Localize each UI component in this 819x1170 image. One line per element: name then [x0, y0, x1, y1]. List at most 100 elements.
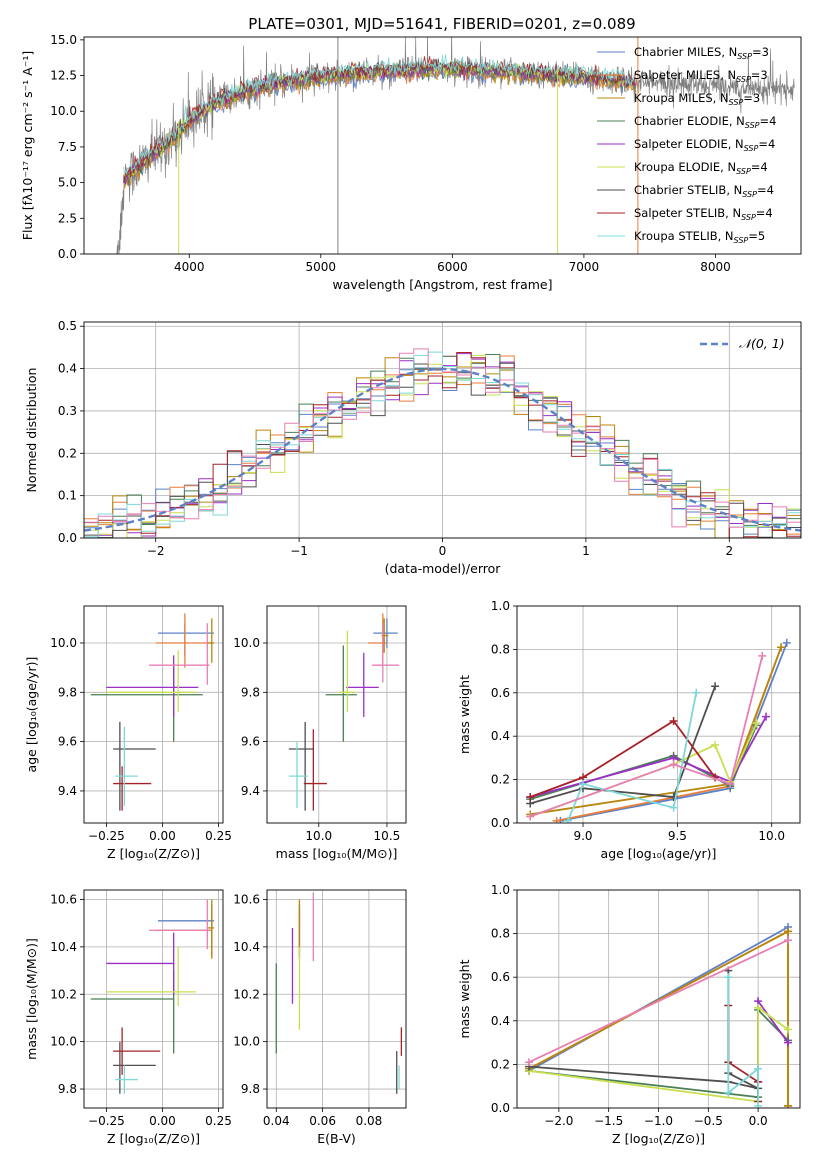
- data-point-marker: [692, 688, 701, 697]
- data-point-marker: [526, 792, 535, 801]
- plot-area: [267, 606, 406, 823]
- x-tick-label: −1.0: [644, 1114, 673, 1128]
- mass-weight-series-line: [529, 719, 716, 798]
- y-tick-label: 10.6: [50, 892, 77, 906]
- data-point-marker: [782, 638, 791, 647]
- legend-label: Salpeter ELODIE, NSSP=4: [634, 137, 775, 153]
- mass-weight-series-line: [529, 655, 764, 818]
- data-point-marker: [724, 973, 733, 982]
- data-point-marker: [563, 816, 572, 823]
- x-tick-label: 8000: [700, 260, 731, 274]
- y-tick-label: 9.4: [241, 784, 260, 798]
- data-point-marker: [711, 740, 720, 749]
- y-tick-label: 1.0: [491, 883, 510, 897]
- x-tick-label: −2.0: [544, 1114, 573, 1128]
- y-axis-label: Flux [fλ10⁻¹⁷ erg cm⁻² s⁻¹ A⁻¹]: [20, 51, 35, 240]
- y-tick-label: 0.2: [491, 1057, 510, 1071]
- x-axis-label: (data-model)/error: [385, 561, 502, 576]
- mass-weight-series-line: [529, 685, 716, 805]
- x-tick-label: 6000: [437, 260, 468, 274]
- x-tick-label: 10.5: [374, 829, 401, 843]
- data-point-marker: [752, 719, 761, 728]
- y-tick-label: 7.5: [58, 140, 77, 154]
- residual-histogram-step: [84, 351, 801, 538]
- data-point-marker: [724, 1088, 733, 1097]
- x-tick-label: −0.5: [694, 1114, 723, 1128]
- y-tick-label: 0.6: [491, 686, 510, 700]
- mass-weight-series-line: [529, 722, 758, 818]
- model-spectrum-line: [123, 56, 637, 180]
- mass-weight-series-line: [528, 939, 789, 1064]
- x-tick-label: 7000: [569, 260, 600, 274]
- y-tick-label: 0.5: [58, 319, 77, 333]
- y-tick-label: 10.2: [233, 987, 260, 1001]
- y-tick-label: 10.0: [233, 1035, 260, 1049]
- x-tick-label: 0.0: [749, 1114, 768, 1128]
- x-tick-label: −0.25: [88, 1114, 125, 1128]
- mass-vs-ebv-panel: 0.04 0.06 0.08 9.8 10.0 10.2 10.4 10.6 E(B-V): [233, 889, 407, 1146]
- axes-frame: [516, 605, 801, 824]
- data-point-marker: [754, 1064, 763, 1073]
- model-spectrum-line: [123, 66, 637, 186]
- mass-weight-series-line: [529, 716, 767, 798]
- x-tick-label: 0.25: [205, 1114, 232, 1128]
- y-tick-label: 0.2: [58, 446, 77, 460]
- y-tick-label: 0.2: [491, 773, 510, 787]
- age-vs-mass-panel: 10.0 10.5 9.4 9.6 9.8 10.0 mass [log₁₀(M/M⊙)]: [233, 605, 407, 861]
- model-spectrum-line: [123, 54, 637, 175]
- y-tick-label: 0.0: [58, 531, 77, 545]
- y-tick-label: 10.4: [50, 940, 77, 954]
- data-point-marker: [784, 927, 793, 936]
- mass-weight-series-line: [727, 977, 759, 1106]
- plot-area: [84, 606, 223, 823]
- x-tick-label: 0.25: [205, 829, 232, 843]
- x-tick-label: 0: [439, 544, 447, 558]
- legend: 𝒩(0, 1): [700, 336, 785, 351]
- x-tick-label: 5000: [306, 260, 337, 274]
- data-point-marker: [784, 1038, 793, 1047]
- residuals-histogram-panel: −2 −1 0 1 2 0.0 0.1 0.2 0.3 0.4 0.5 (data-model)/er…: [24, 319, 802, 576]
- y-tick-label: 15.0: [50, 33, 77, 47]
- y-tick-label: 10.0: [50, 636, 77, 650]
- plot-area: [84, 322, 801, 538]
- gaussian-reference-curve: [84, 367, 801, 532]
- y-axis-label: mass weight: [457, 959, 472, 1038]
- x-axis-label: Z [log₁₀(Z/Z⊙)]: [107, 1131, 200, 1146]
- axes-frame: [83, 321, 802, 539]
- legend-label: 𝒩(0, 1): [739, 336, 785, 351]
- y-tick-label: 9.4: [58, 784, 77, 798]
- x-tick-label: 4000: [174, 260, 205, 274]
- x-axis-label: Z [log₁₀(Z/Z⊙)]: [107, 846, 200, 861]
- mass-vs-metallicity-panel: −0.25 0.00 0.25 9.8 10.0 10.2 10.4 10.6 Z [log₁₀…: [24, 889, 232, 1146]
- legend-label: Kroupa ELODIE, NSSP=4: [634, 160, 768, 176]
- data-point-marker: [754, 1003, 763, 1012]
- x-tick-label: −2: [147, 544, 165, 558]
- y-tick-label: 0.0: [491, 1101, 510, 1115]
- y-tick-label: 0.3: [58, 404, 77, 418]
- x-tick-label: 0.06: [309, 1114, 336, 1128]
- axes-frame: [83, 605, 224, 824]
- y-tick-label: 10.0: [233, 636, 260, 650]
- y-tick-label: 10.4: [233, 940, 260, 954]
- spectrum-panel: 4000 5000 6000 7000 8000 0.0 2.5 5.0 7.5 10.0 12.5…: [20, 33, 802, 292]
- data-point-marker: [762, 712, 771, 721]
- data-point-marker: [754, 1101, 763, 1108]
- axes-frame: [83, 889, 224, 1109]
- mass-weight-vs-age-panel: 9.0 9.5 10.0 0.0 0.2 0.4 0.6 0.8 1.0 age [log₁₀(a…: [457, 599, 801, 861]
- data-point-marker: [784, 936, 793, 945]
- y-tick-label: 10.0: [50, 104, 77, 118]
- mass-weight-series-line: [528, 970, 759, 1090]
- mass-weight-series-line: [567, 692, 698, 822]
- y-axis-label: age [log₁₀(age/yr)]: [24, 657, 39, 773]
- data-point-marker: [711, 682, 720, 691]
- data-point-marker: [758, 651, 767, 660]
- x-axis-label: age [log₁₀(age/yr)]: [601, 846, 717, 861]
- data-point-marker: [524, 1058, 533, 1067]
- x-axis-label: Z [log₁₀(Z/Z⊙)]: [612, 1131, 705, 1146]
- axes-frame: [266, 889, 407, 1109]
- data-point-marker: [526, 812, 535, 821]
- y-tick-label: 10.0: [50, 1035, 77, 1049]
- data-point-marker: [777, 643, 786, 652]
- x-tick-label: 0.08: [356, 1114, 383, 1128]
